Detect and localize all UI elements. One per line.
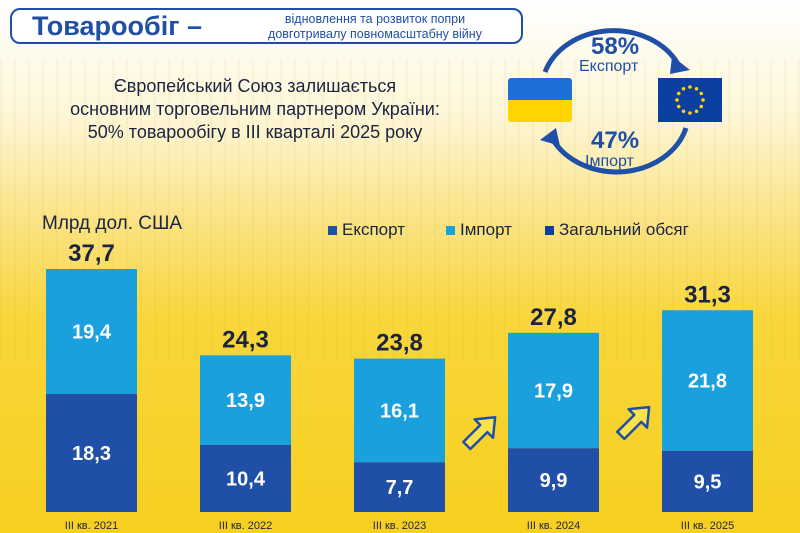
import-arrowhead-icon [540,128,560,146]
total-value-label: 27,8 [530,304,577,331]
category-label: III кв. 2022 [219,520,272,532]
export-bar [662,450,753,512]
legend-import-swatch [446,225,455,235]
category-label: III кв. 2024 [527,520,580,532]
export-bar [46,394,137,512]
export-value-label: 9,5 [694,471,722,493]
ukraine-flag-icon [508,78,572,122]
export-arrowhead-icon [670,56,690,74]
legend-export-swatch [328,225,337,235]
eu-star-icon [699,104,704,109]
export-bar [354,462,445,512]
total-value-label: 31,3 [684,281,731,308]
export-value-label: 18,3 [72,443,111,465]
import-bar [46,269,137,395]
lead-line-2: основним торговельним партнером України: [70,99,440,119]
export-value-label: 9,9 [540,470,568,492]
import-arc [550,127,689,175]
legend-export: Експорт [328,220,405,240]
total-value-label: 37,7 [68,240,115,267]
eu-star-icon [699,91,704,96]
eu-star-icon [676,104,681,109]
lead-text: Європейський Союз залишається основним т… [45,75,465,144]
eu-star-icon [676,91,681,96]
import-share-value: 47% [591,127,640,154]
import-value-label: 19,4 [72,322,112,344]
eu-star-icon [701,98,705,102]
import-value-label: 17,9 [534,381,573,403]
legend-total-swatch [545,225,554,235]
import-share-label: Імпорт [585,153,634,170]
export-bar [200,444,291,512]
legend-import: Імпорт [446,220,512,240]
growth-arrow-icon [616,405,651,441]
eu-star-icon [694,109,699,114]
total-value-label: 23,8 [376,330,423,357]
import-bar [200,355,291,445]
import-bar [662,310,753,451]
export-share-label: Експорт [579,58,639,75]
import-value-label: 21,8 [688,371,727,393]
eu-star-icon [681,86,686,91]
legend-import-label: Імпорт [460,220,512,239]
legend-export-label: Експорт [342,220,405,239]
import-bar [508,332,599,449]
import-value-label: 13,9 [226,390,265,412]
category-label: III кв. 2021 [65,520,118,532]
eu-star-icon [688,111,692,115]
import-value-label: 16,1 [380,400,419,422]
chart-unit-label: Млрд дол. США [42,213,183,234]
subtitle-line-1: відновлення та розвиток попри [284,12,466,26]
eu-flag-icon [658,78,722,122]
legend-total-label: Загальний обсяг [559,220,689,239]
category-label: III кв. 2025 [681,520,734,532]
export-value-label: 7,7 [386,477,414,499]
lead-line-1: Європейський Союз залишається [113,76,397,96]
export-value-label: 10,4 [226,468,266,490]
import-bar [354,358,445,463]
legend-total: Загальний обсяг [545,220,689,240]
export-share-value: 58% [591,33,640,60]
page-title: Товарообіг – [32,11,202,41]
page-subtitle: відновлення та розвиток попри довготрива… [230,12,520,42]
category-label: III кв. 2023 [373,520,426,532]
eu-star-icon [675,98,679,102]
total-value-label: 24,3 [222,326,269,353]
export-arc [542,28,681,73]
eu-star-icon [681,109,686,114]
title-box: Товарообіг – відновлення та розвиток поп… [10,8,523,44]
eu-star-icon [694,86,699,91]
lead-line-3: 50% товарообігу в ІІІ кварталі 2025 року [87,122,423,142]
eu-star-icon [688,85,692,89]
subtitle-line-2: довготривалу повномасштабну війну [268,27,482,41]
growth-arrow-icon [462,415,497,451]
export-bar [508,448,599,512]
